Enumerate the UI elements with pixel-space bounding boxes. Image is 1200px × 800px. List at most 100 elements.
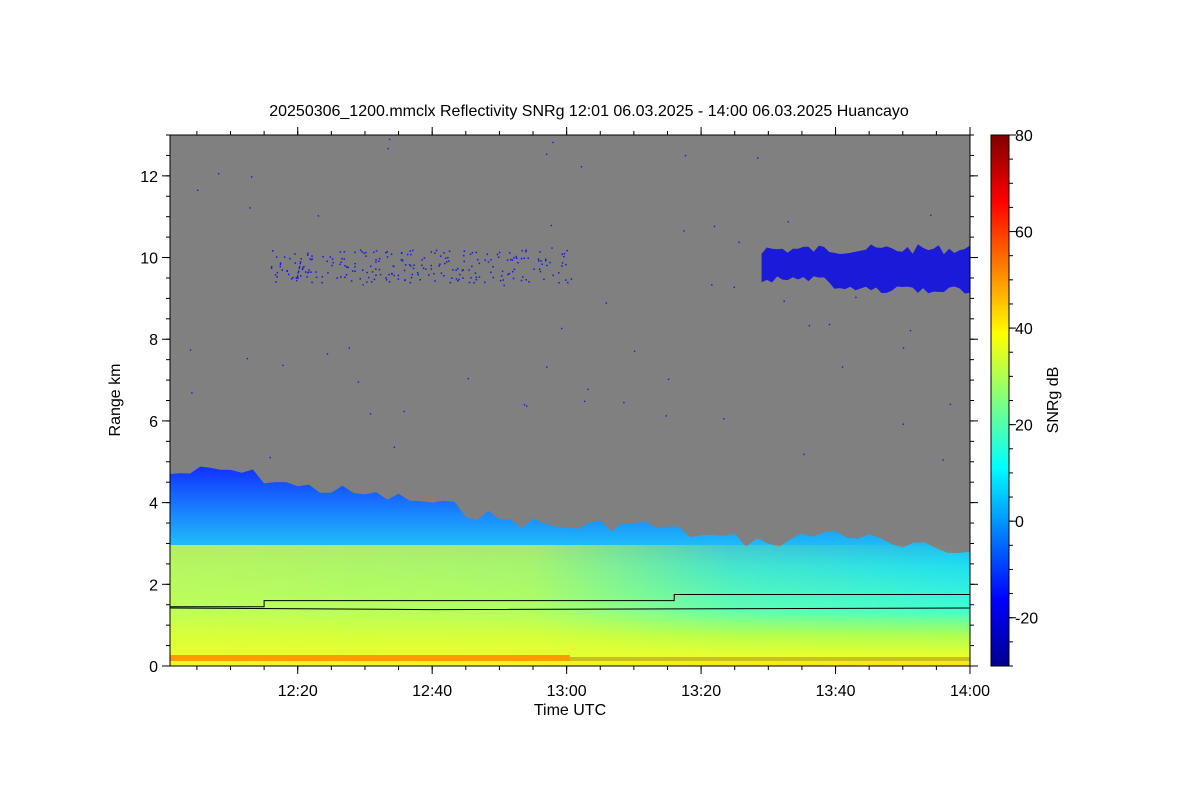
speckle [583, 400, 586, 403]
speckle [549, 261, 551, 264]
speckle [388, 138, 391, 141]
speckle [322, 256, 324, 258]
speckle [339, 251, 342, 253]
speckle [307, 254, 309, 256]
speckle [500, 275, 503, 277]
speckle [410, 265, 412, 267]
speckle [371, 271, 374, 273]
speckle [375, 261, 377, 263]
speckle [468, 281, 471, 284]
y-axis-label: Range km [107, 364, 124, 437]
speckle [558, 272, 560, 274]
speckle [463, 250, 466, 252]
speckle [477, 258, 479, 261]
speckle [290, 278, 293, 280]
speckle [354, 251, 356, 254]
speckle [270, 267, 273, 269]
speckle [272, 250, 274, 252]
y-tick-label: 12 [140, 169, 158, 186]
speckle [520, 257, 523, 260]
speckle [525, 279, 527, 281]
speckle [561, 327, 563, 330]
speckle [448, 250, 451, 252]
speckle [295, 277, 298, 279]
speckle [351, 270, 354, 272]
speckle [949, 403, 952, 406]
speckle [526, 405, 528, 407]
speckle [561, 262, 564, 264]
speckle [367, 276, 370, 279]
speckle [379, 273, 382, 276]
speckle [475, 251, 478, 254]
speckle [326, 260, 328, 263]
speckle [439, 263, 441, 265]
speckle [512, 270, 514, 273]
speckle [533, 268, 535, 270]
speckle [855, 296, 857, 299]
speckle [859, 275, 862, 278]
speckle [307, 252, 309, 255]
speckle [440, 272, 443, 274]
speckle [783, 300, 785, 302]
speckle [452, 269, 454, 271]
speckle [430, 264, 432, 267]
speckle [667, 378, 670, 380]
speckle [408, 264, 411, 266]
colorbar-label: SNRg dB [1045, 367, 1062, 434]
speckle [723, 418, 725, 420]
speckle [251, 176, 253, 178]
speckle [515, 255, 517, 258]
speckle [403, 410, 405, 413]
speckle [354, 270, 356, 272]
plot-area [170, 135, 970, 666]
speckle [300, 275, 302, 277]
y-axis: 0 2 4 6 8 10 12 [140, 134, 978, 676]
speckle [430, 251, 433, 253]
speckle [343, 258, 345, 260]
speckle [412, 267, 415, 270]
speckle [447, 256, 449, 259]
speckle [580, 166, 583, 168]
speckle [279, 263, 282, 266]
speckle [400, 259, 403, 261]
speckle [409, 281, 412, 284]
speckle [397, 274, 400, 277]
y-tick-label: 4 [149, 496, 158, 513]
speckle [311, 255, 313, 257]
y-tick-label: 6 [149, 414, 158, 431]
speckle [459, 273, 461, 276]
speckle [434, 280, 436, 282]
speckle [375, 274, 377, 276]
speckle [475, 278, 478, 281]
speckle [310, 271, 312, 273]
speckle [309, 258, 311, 260]
speckle [297, 270, 300, 272]
speckle [496, 253, 499, 256]
speckle [478, 276, 481, 278]
speckle [457, 267, 459, 270]
speckle [403, 269, 406, 272]
speckle [375, 268, 377, 270]
speckle [282, 364, 284, 367]
speckle [475, 276, 478, 278]
speckle [570, 278, 573, 280]
speckle [478, 262, 481, 265]
speckle [410, 253, 412, 256]
speckle [393, 446, 396, 448]
speckle [350, 280, 353, 282]
x-tick-label: 12:40 [412, 683, 452, 700]
speckle [315, 271, 317, 273]
speckle [455, 278, 458, 280]
speckle [292, 276, 294, 279]
speckle [502, 279, 504, 281]
speckle [354, 266, 356, 268]
speckle [390, 253, 393, 255]
speckle [558, 282, 560, 284]
speckle [386, 256, 389, 258]
colorbar-tick-label: 40 [1015, 321, 1033, 338]
speckle [787, 221, 789, 223]
speckle [539, 251, 541, 253]
speckle [369, 413, 372, 415]
speckle [470, 277, 472, 279]
